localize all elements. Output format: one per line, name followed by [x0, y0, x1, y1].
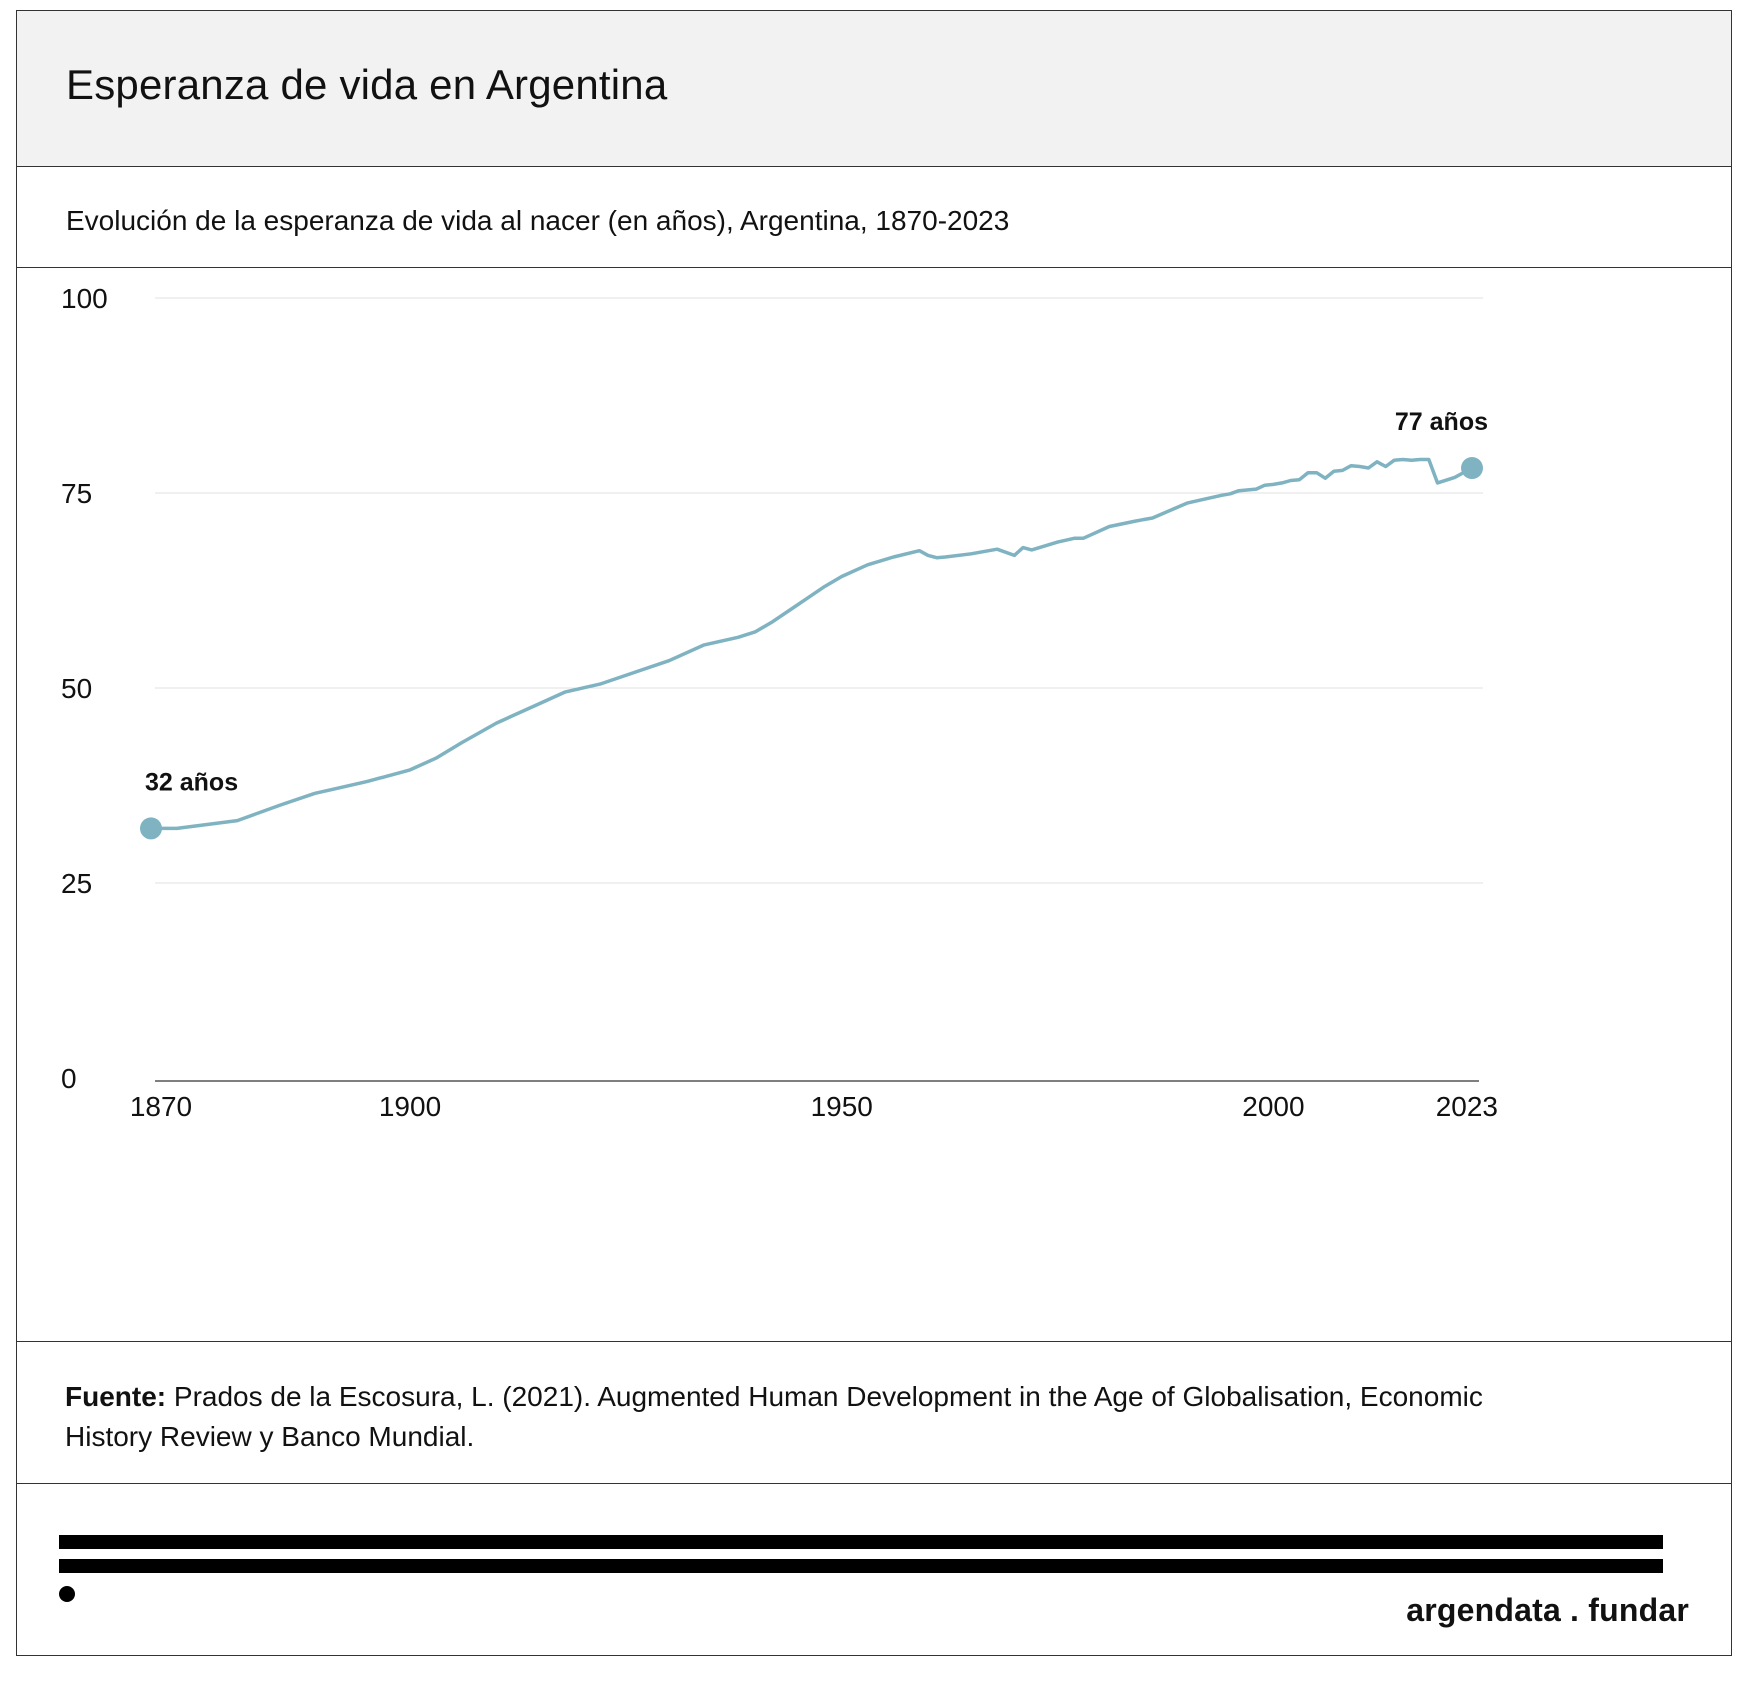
y-tick-label: 25 — [61, 868, 92, 899]
x-tick-label: 1870 — [130, 1091, 192, 1122]
endpoint-marker — [1461, 457, 1483, 480]
chart-subtitle: Evolución de la esperanza de vida al nac… — [66, 205, 1010, 236]
source-note: Fuente: Prados de la Escosura, L. (2021)… — [65, 1377, 1545, 1457]
y-tick-label: 0 — [61, 1063, 77, 1094]
endpoint-marker — [140, 817, 162, 840]
chart-title: Esperanza de vida en Argentina — [66, 61, 668, 108]
series-line — [149, 457, 1474, 831]
y-tick-label: 50 — [61, 673, 92, 704]
header: Esperanza de vida en Argentina — [17, 11, 1731, 167]
annotation-label: 32 años — [145, 768, 238, 796]
line-chart: 0 25 50 75 100 1870 1900 1950 2000 2023 32 años 77 … — [61, 283, 1498, 1122]
x-tick-label: 1950 — [811, 1091, 873, 1122]
footer: argendata . fundar — [17, 1484, 1731, 1656]
x-tick-label: 1900 — [379, 1091, 441, 1122]
annotation-label: 77 años — [1395, 408, 1488, 436]
chart-card: Esperanza de vida en Argentina Evolución… — [16, 10, 1732, 1656]
y-tick-label: 100 — [61, 283, 108, 314]
source-text: Prados de la Escosura, L. (2021). Augmen… — [65, 1381, 1483, 1452]
chart-area: 0 25 50 75 100 1870 1900 1950 2000 2023 32 años 77 … — [17, 268, 1731, 1342]
x-tick-label: 2023 — [1436, 1091, 1498, 1122]
source-section: Fuente: Prados de la Escosura, L. (2021)… — [17, 1342, 1731, 1484]
y-tick-label: 75 — [61, 478, 92, 509]
footer-rule-bottom — [59, 1559, 1663, 1573]
footer-dot-icon — [59, 1586, 75, 1602]
brand-logo: argendata . fundar — [1406, 1592, 1689, 1628]
x-tick-label: 2000 — [1242, 1091, 1304, 1122]
footer-rule-top — [59, 1535, 1663, 1549]
source-label: Fuente: — [65, 1381, 167, 1412]
subtitle-section: Evolución de la esperanza de vida al nac… — [17, 167, 1731, 268]
